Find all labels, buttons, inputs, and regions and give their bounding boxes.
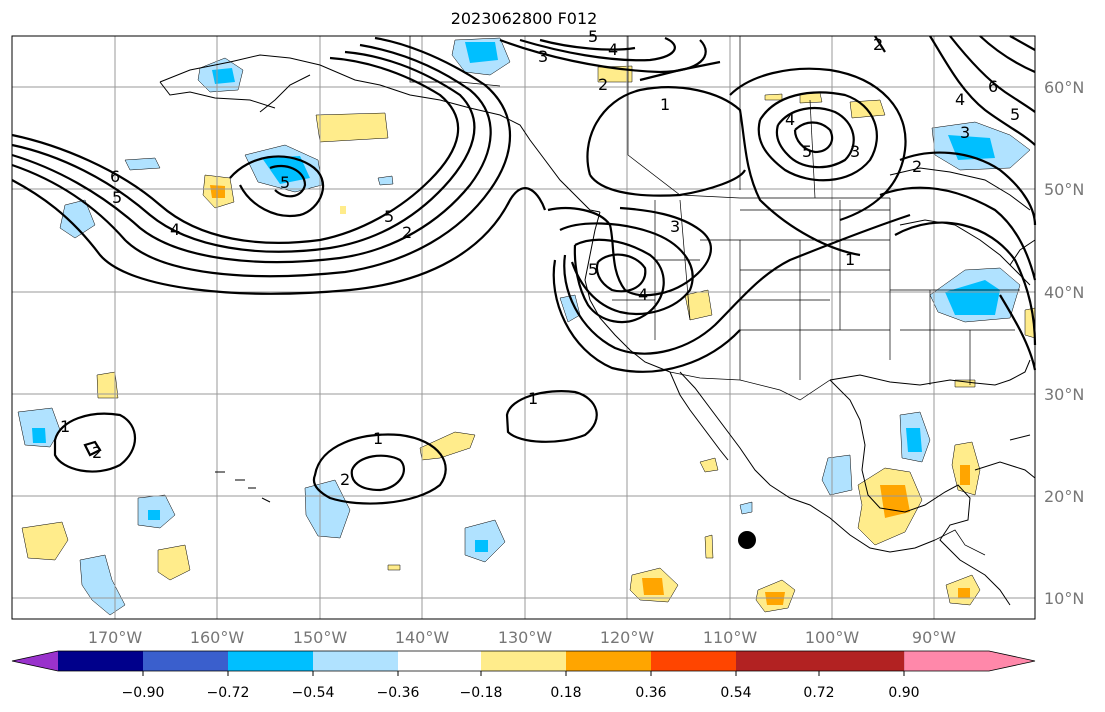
colorbar-segment — [651, 651, 736, 671]
map-title: 2023062800 F012 — [450, 9, 598, 28]
colorbar-tick-label: −0.72 — [207, 685, 250, 701]
colorbar-ticks — [142, 671, 905, 676]
contour-label: 3 — [538, 47, 548, 66]
lon-label: 90°W — [912, 628, 956, 647]
colorbar-extend-low — [12, 651, 58, 671]
contour-label: 3 — [960, 123, 970, 142]
colorbar-tick-label: −0.18 — [460, 685, 503, 701]
colorbar-segment — [228, 651, 313, 671]
contour-label: 5 — [588, 260, 598, 279]
contour-label: 2 — [340, 470, 350, 489]
contour-label: 2 — [402, 223, 412, 242]
contour-label: 5 — [802, 142, 812, 161]
contour-lines — [11, 35, 1037, 505]
colorbar-segment — [313, 651, 398, 671]
colorbar-tick-label: 0.18 — [550, 685, 581, 701]
colorbar-tick-label: −0.36 — [377, 685, 420, 701]
contour-label: 4 — [170, 220, 180, 239]
colorbar-tick-label: 0.72 — [803, 685, 834, 701]
contour-label: 2 — [912, 157, 922, 176]
contour-label: 4 — [638, 285, 648, 304]
longitude-labels: 170°W 160°W 150°W 140°W 130°W 120°W 110°… — [88, 628, 956, 647]
contour-label: 3 — [850, 142, 860, 161]
contour-label: 2 — [873, 35, 883, 54]
contour-label: 6 — [110, 167, 120, 186]
contour-label: 4 — [785, 110, 795, 129]
contour-label: 5 — [280, 173, 290, 192]
latitude-labels: 60°N 50°N 40°N 30°N 20°N 10°N — [1044, 78, 1084, 608]
contour-label: 5 — [112, 188, 122, 207]
contour-label: 1 — [528, 389, 538, 408]
lat-label: 40°N — [1044, 283, 1084, 302]
lon-label: 130°W — [498, 628, 553, 647]
colorbar-segment — [58, 651, 143, 671]
colorbar-tick-label: 0.36 — [635, 685, 666, 701]
contour-label: 1 — [660, 95, 670, 114]
contour-label: 4 — [955, 90, 965, 109]
colorbar-segment — [481, 651, 566, 671]
lon-label: 100°W — [805, 628, 860, 647]
lat-label: 60°N — [1044, 78, 1084, 97]
contour-label: 3 — [670, 217, 680, 236]
colorbar-tick-label: −0.90 — [122, 685, 165, 701]
lon-label: 150°W — [293, 628, 348, 647]
colorbar-segment — [143, 651, 228, 671]
contour-label: 4 — [608, 40, 618, 59]
lat-label: 20°N — [1044, 487, 1084, 506]
lat-label: 10°N — [1044, 589, 1084, 608]
contour-label: 2 — [92, 443, 102, 462]
coastlines — [159, 36, 1036, 606]
colorbar: −0.90 −0.72 −0.54 −0.36 −0.18 0.18 0.36 … — [11, 650, 1036, 701]
contour-label: 2 — [598, 75, 608, 94]
location-marker-icon — [738, 531, 756, 549]
colorbar-tick-label: 0.90 — [888, 685, 919, 701]
lat-label: 50°N — [1044, 180, 1084, 199]
colorbar-tick-label: 0.54 — [720, 685, 751, 701]
map-frame — [11, 35, 1036, 620]
colorbar-segment — [736, 651, 819, 671]
contour-label: 1 — [373, 429, 383, 448]
colorbar-segment — [398, 651, 481, 671]
lon-label: 120°W — [600, 628, 655, 647]
lon-label: 170°W — [88, 628, 143, 647]
colorbar-segment — [566, 651, 651, 671]
colorbar-segment — [819, 651, 904, 671]
lon-label: 160°W — [190, 628, 245, 647]
contour-label: 6 — [988, 77, 998, 96]
lat-label: 30°N — [1044, 385, 1084, 404]
contour-label: 5 — [384, 207, 394, 226]
contour-label: 1 — [845, 250, 855, 269]
lon-label: 110°W — [703, 628, 758, 647]
contour-label: 5 — [1010, 105, 1020, 124]
contour-label: 1 — [60, 417, 70, 436]
colorbar-tick-label: −0.54 — [292, 685, 335, 701]
lon-label: 140°W — [395, 628, 450, 647]
